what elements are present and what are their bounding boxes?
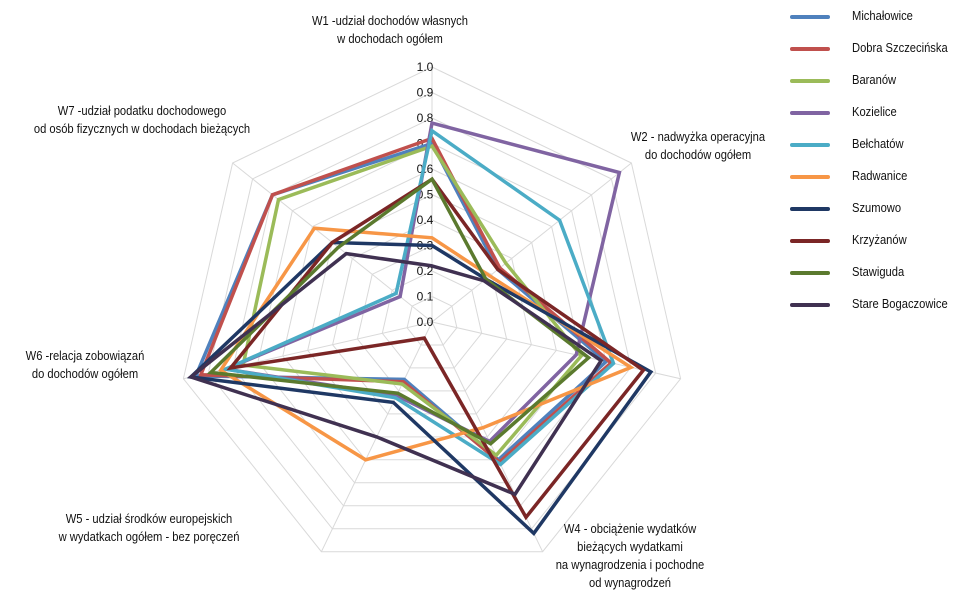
legend-item-baranow: Baranów (790, 70, 961, 102)
legend-label: Radwanice (852, 168, 908, 183)
legend-label: Michałowice (852, 8, 913, 23)
grid-ring (182, 66, 682, 553)
legend-label: Bełchatów (852, 136, 904, 151)
legend-item-radwanice: Radwanice (790, 166, 961, 198)
legend-label: Dobra Szczecińska (852, 40, 948, 55)
legend-label: Kozielice (852, 104, 897, 119)
legend-item-stare-bogaczowice: Stare Bogaczowice (790, 294, 961, 326)
legend-label: Szumowo (852, 200, 902, 215)
legend-swatch (790, 15, 830, 19)
legend: Michałowice Dobra Szczecińska Baranów Ko… (790, 6, 961, 326)
legend-item-krzyzanow: Krzyżanów (790, 230, 961, 262)
legend-swatch (790, 239, 830, 243)
legend-item-kozielice: Kozielice (790, 102, 961, 134)
grid-spoke (431, 162, 632, 323)
legend-label: Baranów (852, 72, 897, 87)
series-line (218, 226, 635, 462)
axis-label-w2: W2 - nadwyżka operacyjna do dochodów ogó… (630, 129, 766, 162)
legend-swatch (790, 271, 830, 275)
legend-label: Krzyżanów (852, 232, 907, 247)
series-line (187, 251, 604, 497)
legend-item-szumowo: Szumowo (790, 198, 961, 230)
r-tick-label: 0.8 (417, 111, 434, 125)
legend-swatch (790, 143, 830, 147)
r-tick-label: 1.0 (417, 60, 434, 74)
series-line (187, 240, 654, 537)
series-line (226, 176, 646, 521)
series-line (219, 127, 616, 467)
grid-ring (406, 295, 458, 346)
axis-label-w5: W5 - udział środków europejskich w wydat… (58, 511, 240, 544)
axis-label-w6: W6 -relacja zobowiązań do dochodów ogółe… (25, 348, 145, 381)
r-tick-label: 0.2 (417, 264, 434, 278)
axis-label-w7: W7 -udział podatku dochodowego od osób f… (33, 103, 251, 136)
r-tick-label: 0.1 (417, 290, 434, 304)
r-tick-label: 0.9 (417, 86, 434, 100)
legend-item-belchatow: Bełchatów (790, 134, 961, 166)
grid-ring (232, 117, 632, 507)
axis-label-w4: W4 - obciążenie wydatków bieżących wydat… (555, 521, 705, 590)
legend-swatch (790, 47, 830, 51)
legend-swatch (790, 303, 830, 307)
legend-item-michalowice: Michałowice (790, 6, 961, 38)
axis-label-w1: W1 -udział dochodów własnych w dochodach… (312, 13, 468, 46)
r-tick-label: 0.0 (417, 315, 434, 329)
legend-swatch (790, 79, 830, 83)
legend-swatch (790, 207, 830, 211)
legend-label: Stawiguda (852, 264, 905, 279)
legend-item-stawiguda: Stawiguda (790, 262, 961, 294)
legend-swatch (790, 175, 830, 179)
grid-ring (257, 142, 607, 484)
legend-item-dobra-szczecinska: Dobra Szczecińska (790, 38, 961, 70)
grid-ring (207, 91, 657, 530)
legend-label: Stare Bogaczowice (852, 296, 948, 311)
legend-swatch (790, 111, 830, 115)
r-tick-label: 0.4 (417, 213, 434, 227)
